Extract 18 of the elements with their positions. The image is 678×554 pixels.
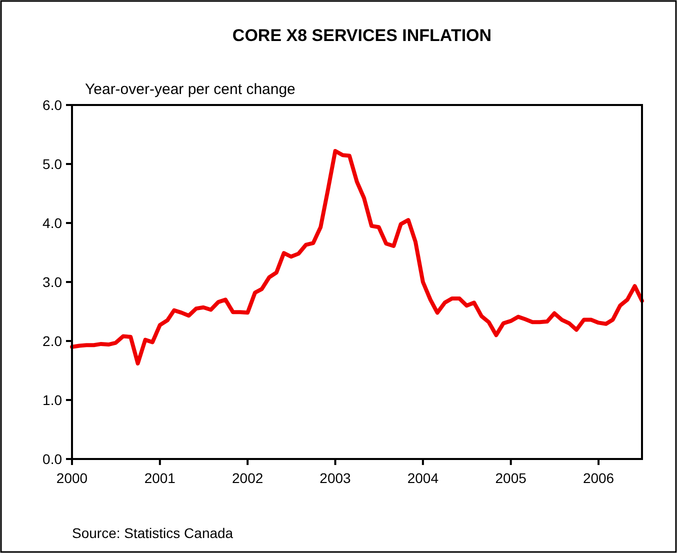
y-tick-label: 4.0 bbox=[42, 215, 62, 231]
y-tick-label: 5.0 bbox=[42, 156, 62, 172]
x-tick-label: 2001 bbox=[144, 470, 176, 486]
y-axis-title: Year-over-year per cent change bbox=[85, 81, 296, 98]
y-tick-label: 2.0 bbox=[42, 333, 62, 349]
x-tick-label: 2006 bbox=[582, 470, 614, 486]
line-series bbox=[70, 149, 644, 366]
chart-title: CORE X8 SERVICES INFLATION bbox=[232, 26, 492, 45]
y-tick-label: 6.0 bbox=[42, 97, 62, 113]
x-tick-label: 2003 bbox=[320, 470, 352, 486]
y-tick-label: 3.0 bbox=[42, 274, 62, 290]
x-tick-label: 2002 bbox=[232, 470, 264, 486]
x-tick-label: 2000 bbox=[56, 470, 88, 486]
x-tick-label: 2005 bbox=[495, 470, 527, 486]
y-tick-label: 0.0 bbox=[42, 451, 62, 467]
x-tick-label: 2004 bbox=[407, 470, 439, 486]
y-tick-label: 1.0 bbox=[42, 392, 62, 408]
source-note: Source: Statistics Canada bbox=[72, 525, 234, 541]
